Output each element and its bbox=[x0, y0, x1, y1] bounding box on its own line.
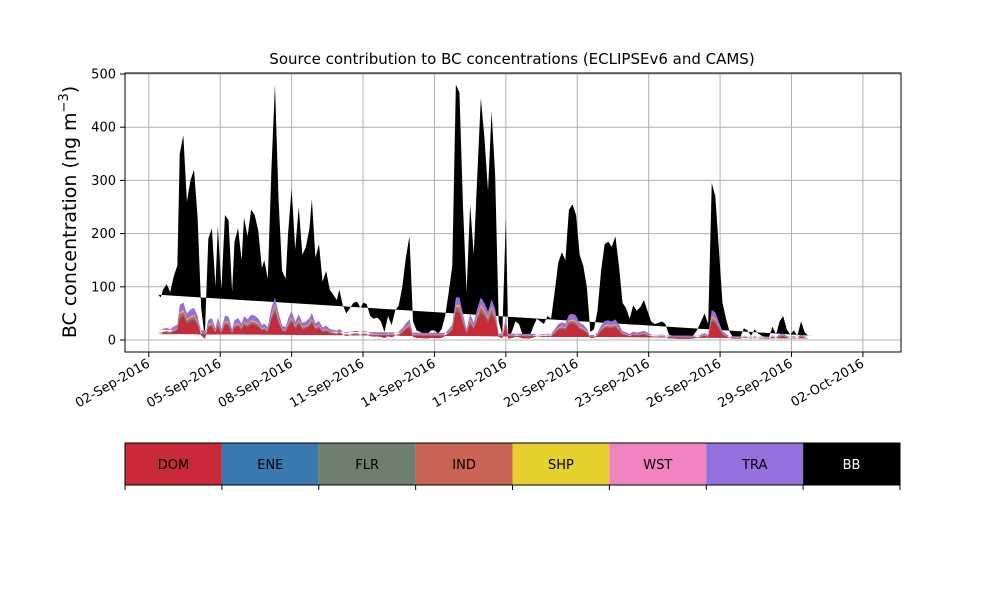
x-tick-label: 17-Sep-2016 bbox=[430, 356, 510, 411]
legend-swatch-tra bbox=[706, 443, 804, 485]
legend-colorbar: DOM ENE FLR IND SHP WST TRA BB bbox=[124, 442, 901, 490]
legend-label-wst: WST bbox=[643, 458, 672, 473]
legend-label-flr: FLR bbox=[355, 458, 379, 473]
x-tick-label: 20-Sep-2016 bbox=[501, 356, 581, 411]
legend-label-ind: IND bbox=[452, 458, 476, 473]
x-tick-label: 29-Sep-2016 bbox=[716, 356, 796, 411]
legend-swatch-flr bbox=[318, 443, 416, 485]
y-axis-ticks: 0 100 200 300 400 500 bbox=[91, 68, 125, 349]
x-axis-ticks: 02-Sep-201605-Sep-201608-Sep-201611-Sep-… bbox=[73, 352, 867, 411]
legend-swatch-dom bbox=[125, 443, 222, 485]
x-tick-label: 26-Sep-2016 bbox=[644, 356, 724, 411]
y-tick-label: 200 bbox=[91, 227, 116, 242]
x-tick-label: 14-Sep-2016 bbox=[359, 356, 439, 411]
legend-label-bb: BB bbox=[843, 458, 861, 473]
x-tick-label: 23-Sep-2016 bbox=[573, 356, 653, 411]
y-tick-label: 0 bbox=[108, 334, 116, 349]
y-tick-label: 500 bbox=[91, 68, 116, 83]
y-axis-label-main: BC concentration (ng m bbox=[59, 112, 81, 338]
legend-swatch-wst bbox=[609, 443, 707, 485]
grid-lines bbox=[125, 73, 901, 352]
x-tick-label: 05-Sep-2016 bbox=[144, 356, 224, 411]
y-tick-label: 100 bbox=[91, 280, 116, 295]
x-tick-label: 08-Sep-2016 bbox=[216, 356, 296, 411]
x-tick-label: 02-Oct-2016 bbox=[789, 356, 867, 410]
legend-label-dom: DOM bbox=[158, 458, 189, 473]
series-area-dom bbox=[158, 312, 812, 339]
legend-label-ene: ENE bbox=[257, 458, 283, 473]
y-tick-label: 400 bbox=[91, 121, 116, 136]
legend-swatch-ene bbox=[221, 443, 319, 485]
chart-title: Source contribution to BC concentrations… bbox=[269, 50, 754, 68]
series-area-bb bbox=[158, 84, 812, 339]
y-axis-label-superscript: −3 bbox=[57, 93, 72, 112]
y-axis-label: BC concentration (ng m−3) bbox=[57, 86, 81, 338]
legend-swatch-ind bbox=[415, 443, 513, 485]
legend-label-shp: SHP bbox=[548, 458, 574, 473]
legend-swatch-shp bbox=[512, 443, 610, 485]
legend-label-tra: TRA bbox=[741, 458, 767, 473]
legend-swatch-bb bbox=[803, 443, 900, 485]
y-tick-label: 300 bbox=[91, 174, 116, 189]
x-tick-label: 11-Sep-2016 bbox=[287, 356, 367, 411]
x-tick-label: 02-Sep-2016 bbox=[73, 356, 153, 411]
stacked-areas bbox=[158, 84, 812, 339]
plot-frame bbox=[124, 72, 902, 353]
y-axis-label-close: ) bbox=[59, 86, 81, 93]
